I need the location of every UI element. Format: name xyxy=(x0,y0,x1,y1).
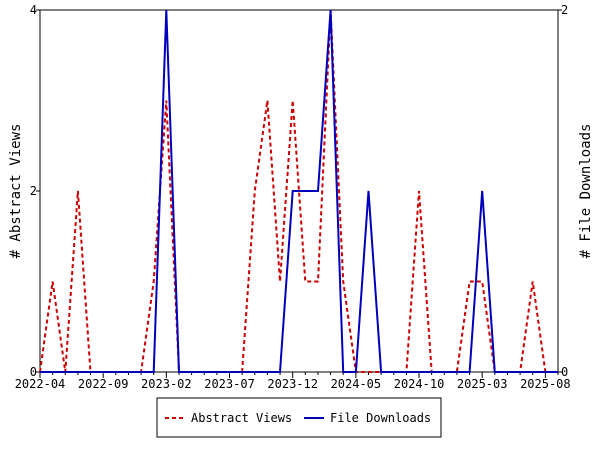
y-axis-left-label: # Abstract Views xyxy=(8,124,24,259)
x-tick-label: 2022-09 xyxy=(78,377,129,391)
legend-label-file-downloads: File Downloads xyxy=(330,411,431,425)
x-tick-label: 2023-02 xyxy=(141,377,192,391)
x-tick-label: 2023-07 xyxy=(204,377,255,391)
x-tick-label: 2024-05 xyxy=(331,377,382,391)
y-tick-label-left: 2 xyxy=(30,184,37,198)
y-tick-label-left: 0 xyxy=(30,365,37,379)
x-tick-label: 2025-08 xyxy=(520,377,571,391)
y-tick-label-right: 2 xyxy=(561,3,568,17)
legend: Abstract Views File Downloads xyxy=(156,397,442,438)
x-tick-label: 2023-12 xyxy=(267,377,318,391)
y-tick-label-right: 0 xyxy=(561,365,568,379)
x-tick-label: 2025-03 xyxy=(457,377,508,391)
x-tick-label: 2024-10 xyxy=(394,377,445,391)
y-axis-right-label: # File Downloads xyxy=(578,124,594,259)
y-tick-label-left: 4 xyxy=(30,3,37,17)
series-line-file-downloads xyxy=(40,9,558,373)
x-tick-label: 2022-04 xyxy=(15,377,66,391)
legend-label-abstract-views: Abstract Views xyxy=(191,411,292,425)
